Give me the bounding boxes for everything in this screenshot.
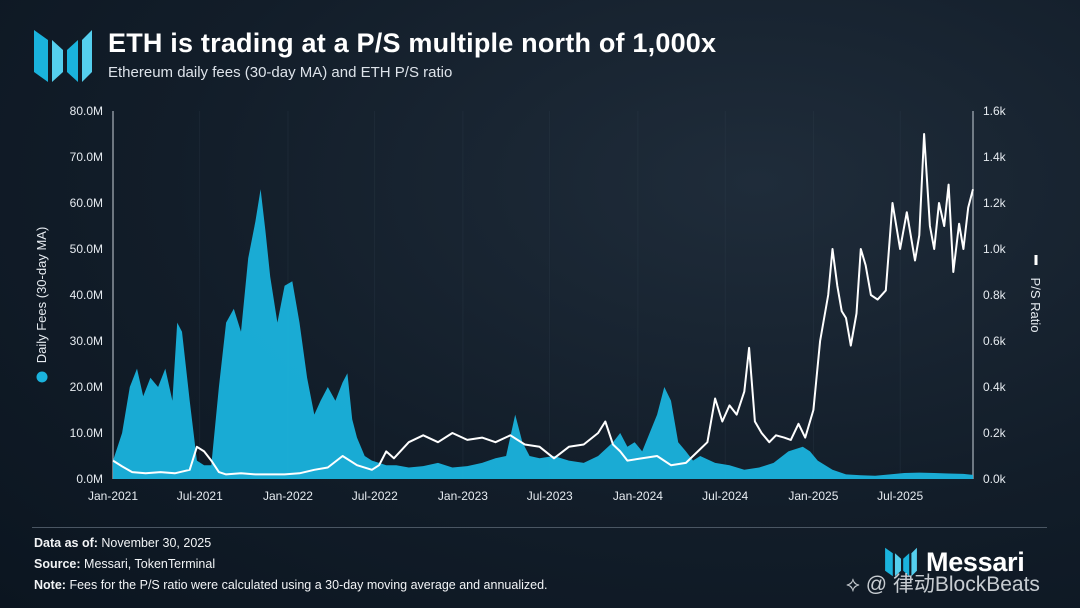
footer-divider [32, 527, 1047, 528]
brand-name: Messari [926, 546, 1025, 577]
y-left-tick-label: 30.0M [70, 334, 103, 348]
y-right-tick-label: 0.2k [983, 426, 1007, 440]
y-right-tick-label: 1.2k [983, 196, 1007, 210]
x-tick-label: Jul-2023 [527, 489, 573, 503]
messari-logo-icon [34, 30, 92, 82]
y-right-tick-label: 0.6k [983, 334, 1007, 348]
y-left-tick-label: 40.0M [70, 288, 103, 302]
y-left-tick-label: 10.0M [70, 426, 103, 440]
x-tick-label: Jan-2022 [263, 489, 313, 503]
y-right-tick-label: 0.8k [983, 288, 1007, 302]
y-left-tick-label: 60.0M [70, 196, 103, 210]
y-left-tick-label: 80.0M [70, 104, 103, 118]
note-label: Note: [34, 578, 66, 592]
fees-area-series [113, 189, 973, 479]
y-left-tick-label: 50.0M [70, 242, 103, 256]
y-right-tick-label: 0.4k [983, 380, 1007, 394]
y-right-tick-label: 1.6k [983, 104, 1007, 118]
footer-source: Source: Messari, TokenTerminal [34, 557, 215, 571]
note-value: Fees for the P/S ratio were calculated u… [69, 578, 548, 592]
x-tick-label: Jan-2021 [88, 489, 138, 503]
fees-legend-marker [36, 371, 48, 383]
footer-asof: Data as of: November 30, 2025 [34, 536, 211, 550]
y-left-tick-label: 70.0M [70, 150, 103, 164]
asof-label: Data as of: [34, 536, 98, 550]
y-right-tick-label: 1.4k [983, 150, 1007, 164]
x-tick-label: Jan-2025 [788, 489, 838, 503]
x-tick-label: Jul-2022 [352, 489, 398, 503]
source-label: Source: [34, 557, 81, 571]
asof-value: November 30, 2025 [101, 536, 212, 550]
watermark-icon: ⟡ @ [846, 573, 893, 596]
x-tick-label: Jul-2025 [877, 489, 923, 503]
x-tick-label: Jul-2024 [702, 489, 748, 503]
y-right-tick-label: 0.0k [983, 472, 1007, 486]
x-tick-label: Jan-2023 [438, 489, 488, 503]
y-left-tick-label: 20.0M [70, 380, 103, 394]
y-right-tick-label: 1.0k [983, 242, 1007, 256]
brand: Messari [884, 546, 1025, 578]
chart-subtitle: Ethereum daily fees (30-day MA) and ETH … [108, 64, 453, 81]
y-right-axis-label: P/S Ratio [1028, 278, 1043, 333]
brand-logo-icon [885, 547, 917, 577]
source-value: Messari, TokenTerminal [84, 557, 216, 571]
ps-ratio-line-series [112, 133, 974, 476]
footer-note: Note: Fees for the P/S ratio were calcul… [34, 578, 548, 592]
y-left-tick-label: 0.0M [76, 472, 103, 486]
watermark: ⟡ @ 律动BlockBeats [846, 568, 1040, 598]
x-tick-label: Jul-2021 [177, 489, 223, 503]
x-tick-label: Jan-2024 [613, 489, 663, 503]
chart-title: ETH is trading at a P/S multiple north o… [108, 28, 717, 58]
y-left-axis-label: Daily Fees (30-day MA) [34, 227, 49, 364]
watermark-text: 律动BlockBeats [892, 573, 1040, 596]
